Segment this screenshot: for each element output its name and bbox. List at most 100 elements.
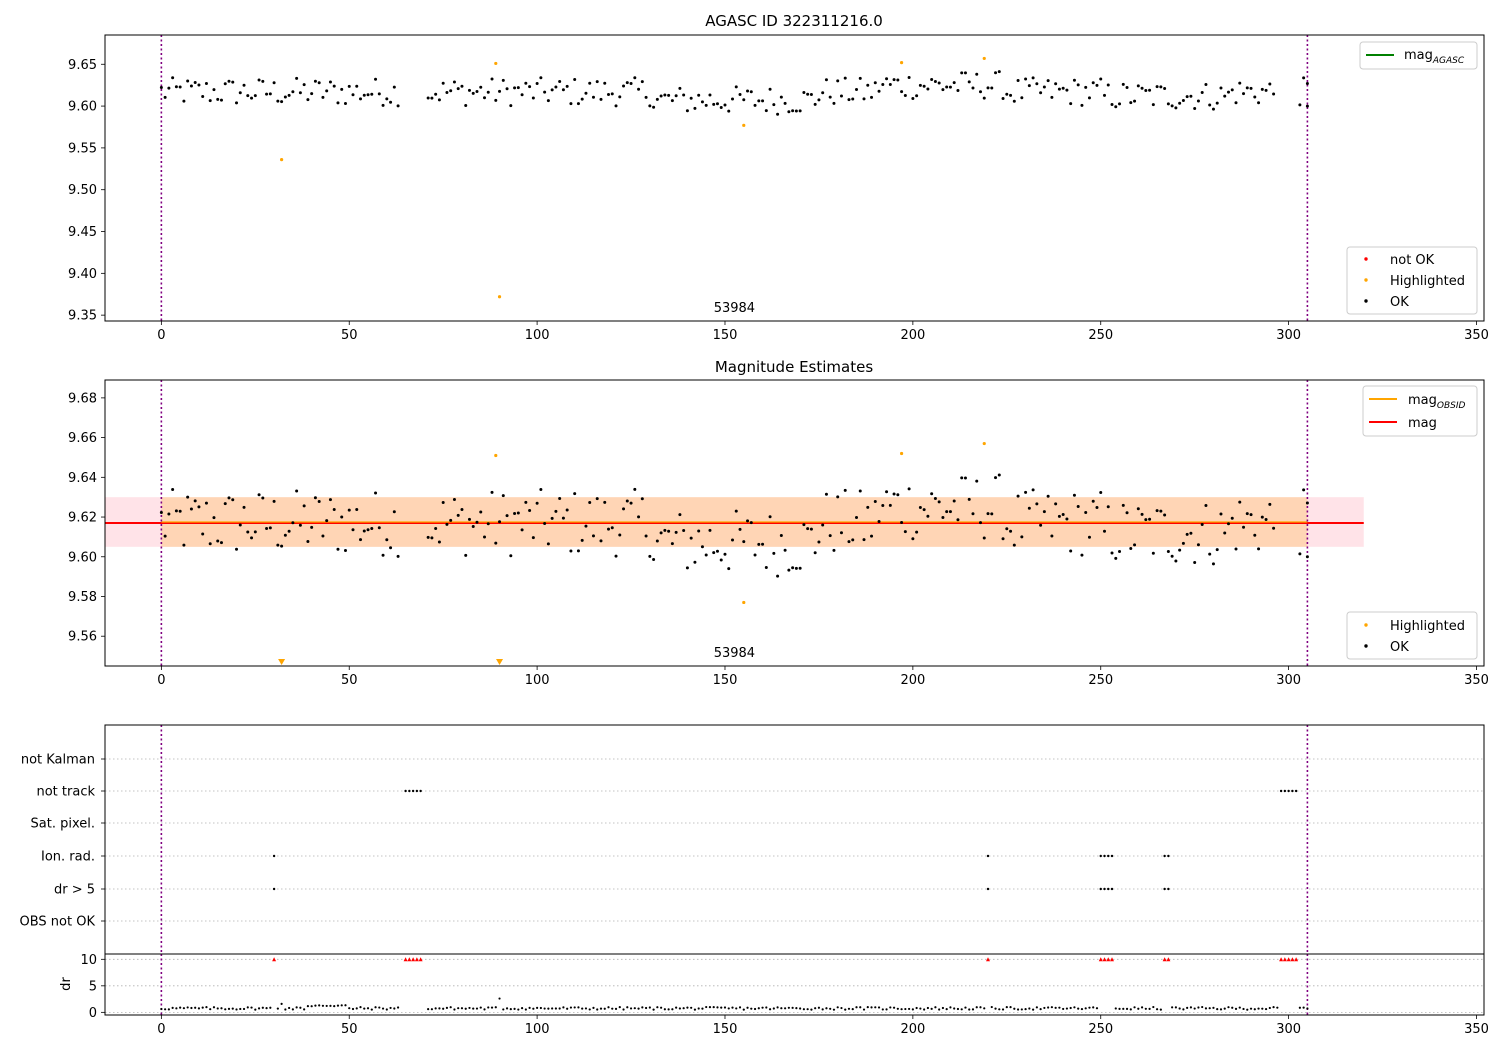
ok-point xyxy=(595,497,599,501)
dr-point xyxy=(720,1006,723,1009)
ok-point xyxy=(986,86,990,90)
dr-point xyxy=(167,1008,170,1011)
ok-point xyxy=(956,88,960,92)
ok-point xyxy=(1181,98,1185,102)
ok-point xyxy=(370,92,374,96)
dr-point xyxy=(814,1007,817,1010)
dr-point xyxy=(528,1006,531,1009)
ok-point xyxy=(1238,81,1242,85)
flag-point xyxy=(1163,854,1166,858)
dr-point xyxy=(254,1008,257,1011)
ok-point xyxy=(1189,94,1193,98)
dr-point xyxy=(1223,1007,1226,1010)
ok-point xyxy=(738,527,742,531)
dr-point xyxy=(389,1006,392,1010)
ok-point xyxy=(772,103,776,107)
ok-point xyxy=(471,524,475,528)
ok-point xyxy=(1125,511,1129,515)
ok-point xyxy=(268,526,272,530)
ok-point xyxy=(377,526,381,530)
ok-point xyxy=(821,91,825,95)
ok-point xyxy=(693,560,697,564)
dr-point xyxy=(1234,1007,1238,1010)
dr-point xyxy=(558,1007,561,1010)
ok-point xyxy=(731,538,735,542)
highlighted-point xyxy=(280,158,284,162)
ok-point xyxy=(464,553,468,557)
legend-marker xyxy=(1364,257,1368,261)
ok-point xyxy=(163,95,167,99)
ok-point xyxy=(715,102,719,106)
dr-point xyxy=(941,1006,945,1010)
ok-point xyxy=(479,510,483,514)
ok-point xyxy=(1234,101,1238,105)
ok-point xyxy=(456,513,460,517)
dr-point xyxy=(908,1007,911,1011)
ok-point xyxy=(843,488,847,492)
dr-point xyxy=(231,1007,234,1010)
dr-point xyxy=(329,1004,332,1007)
dr-point xyxy=(611,1007,614,1010)
dr-point xyxy=(430,1008,434,1011)
ok-point xyxy=(870,95,874,99)
ok-point xyxy=(539,488,543,492)
ok-point xyxy=(475,520,479,524)
dr-point xyxy=(265,1007,268,1010)
dr-point xyxy=(457,1007,460,1010)
ok-point xyxy=(1166,549,1170,553)
panel1-x-tick-label: 300 xyxy=(1276,328,1301,343)
ok-point xyxy=(328,498,332,502)
ok-point xyxy=(216,539,220,543)
dr-point xyxy=(787,1006,790,1009)
ok-point xyxy=(569,102,573,106)
dr-point xyxy=(573,1006,576,1009)
ok-point xyxy=(1219,512,1223,516)
ok-point xyxy=(336,101,340,105)
ok-point xyxy=(933,80,937,84)
dr-point xyxy=(1242,1007,1245,1011)
ok-point xyxy=(343,549,347,553)
ok-point xyxy=(355,508,359,512)
agasc-magnitude-panel: AGASC ID 322311216.0 0 50 100 150 200 250 300 3… xyxy=(68,12,1489,343)
dr-point xyxy=(1084,1007,1087,1010)
ok-point xyxy=(501,494,505,498)
ok-point xyxy=(513,512,517,516)
dr-point xyxy=(562,1006,565,1009)
dr-point xyxy=(205,1006,208,1009)
ok-point xyxy=(1072,493,1076,497)
dr-point xyxy=(934,1006,937,1009)
dr-point xyxy=(938,1008,941,1011)
ok-point xyxy=(809,527,813,531)
dr-point xyxy=(727,1007,730,1010)
legend-label: OK xyxy=(1390,640,1409,655)
flags-panel: not Kalman not track Sat. pixel. Ion. rad. d… xyxy=(20,724,1485,955)
dr-point xyxy=(1238,1006,1241,1009)
ok-point xyxy=(1215,548,1219,552)
ok-point xyxy=(528,85,532,89)
ok-point xyxy=(783,101,787,105)
ok-point xyxy=(276,99,280,103)
ok-point xyxy=(1298,552,1302,556)
dr-point xyxy=(1062,1007,1065,1011)
ok-point xyxy=(922,84,926,88)
ok-point xyxy=(430,536,434,540)
ok-point xyxy=(535,82,539,86)
dr-point xyxy=(487,1006,490,1009)
ok-point xyxy=(941,516,945,520)
ok-point xyxy=(193,499,197,503)
ok-point xyxy=(204,501,208,505)
ok-point xyxy=(806,527,810,531)
panel1-x-tick-label: 0 xyxy=(157,328,165,343)
ok-point xyxy=(1020,96,1024,100)
ok-point xyxy=(520,93,524,97)
ok-point xyxy=(591,534,595,538)
ok-point xyxy=(524,500,528,504)
ok-point xyxy=(1181,541,1185,545)
dr-point xyxy=(817,1006,821,1009)
ok-point xyxy=(663,528,667,532)
panel2-x-tick-label: 200 xyxy=(900,673,925,688)
dr-point xyxy=(216,1007,219,1010)
ok-point xyxy=(1223,531,1227,535)
dr-point xyxy=(554,1007,557,1010)
dr-point xyxy=(1092,1006,1095,1009)
